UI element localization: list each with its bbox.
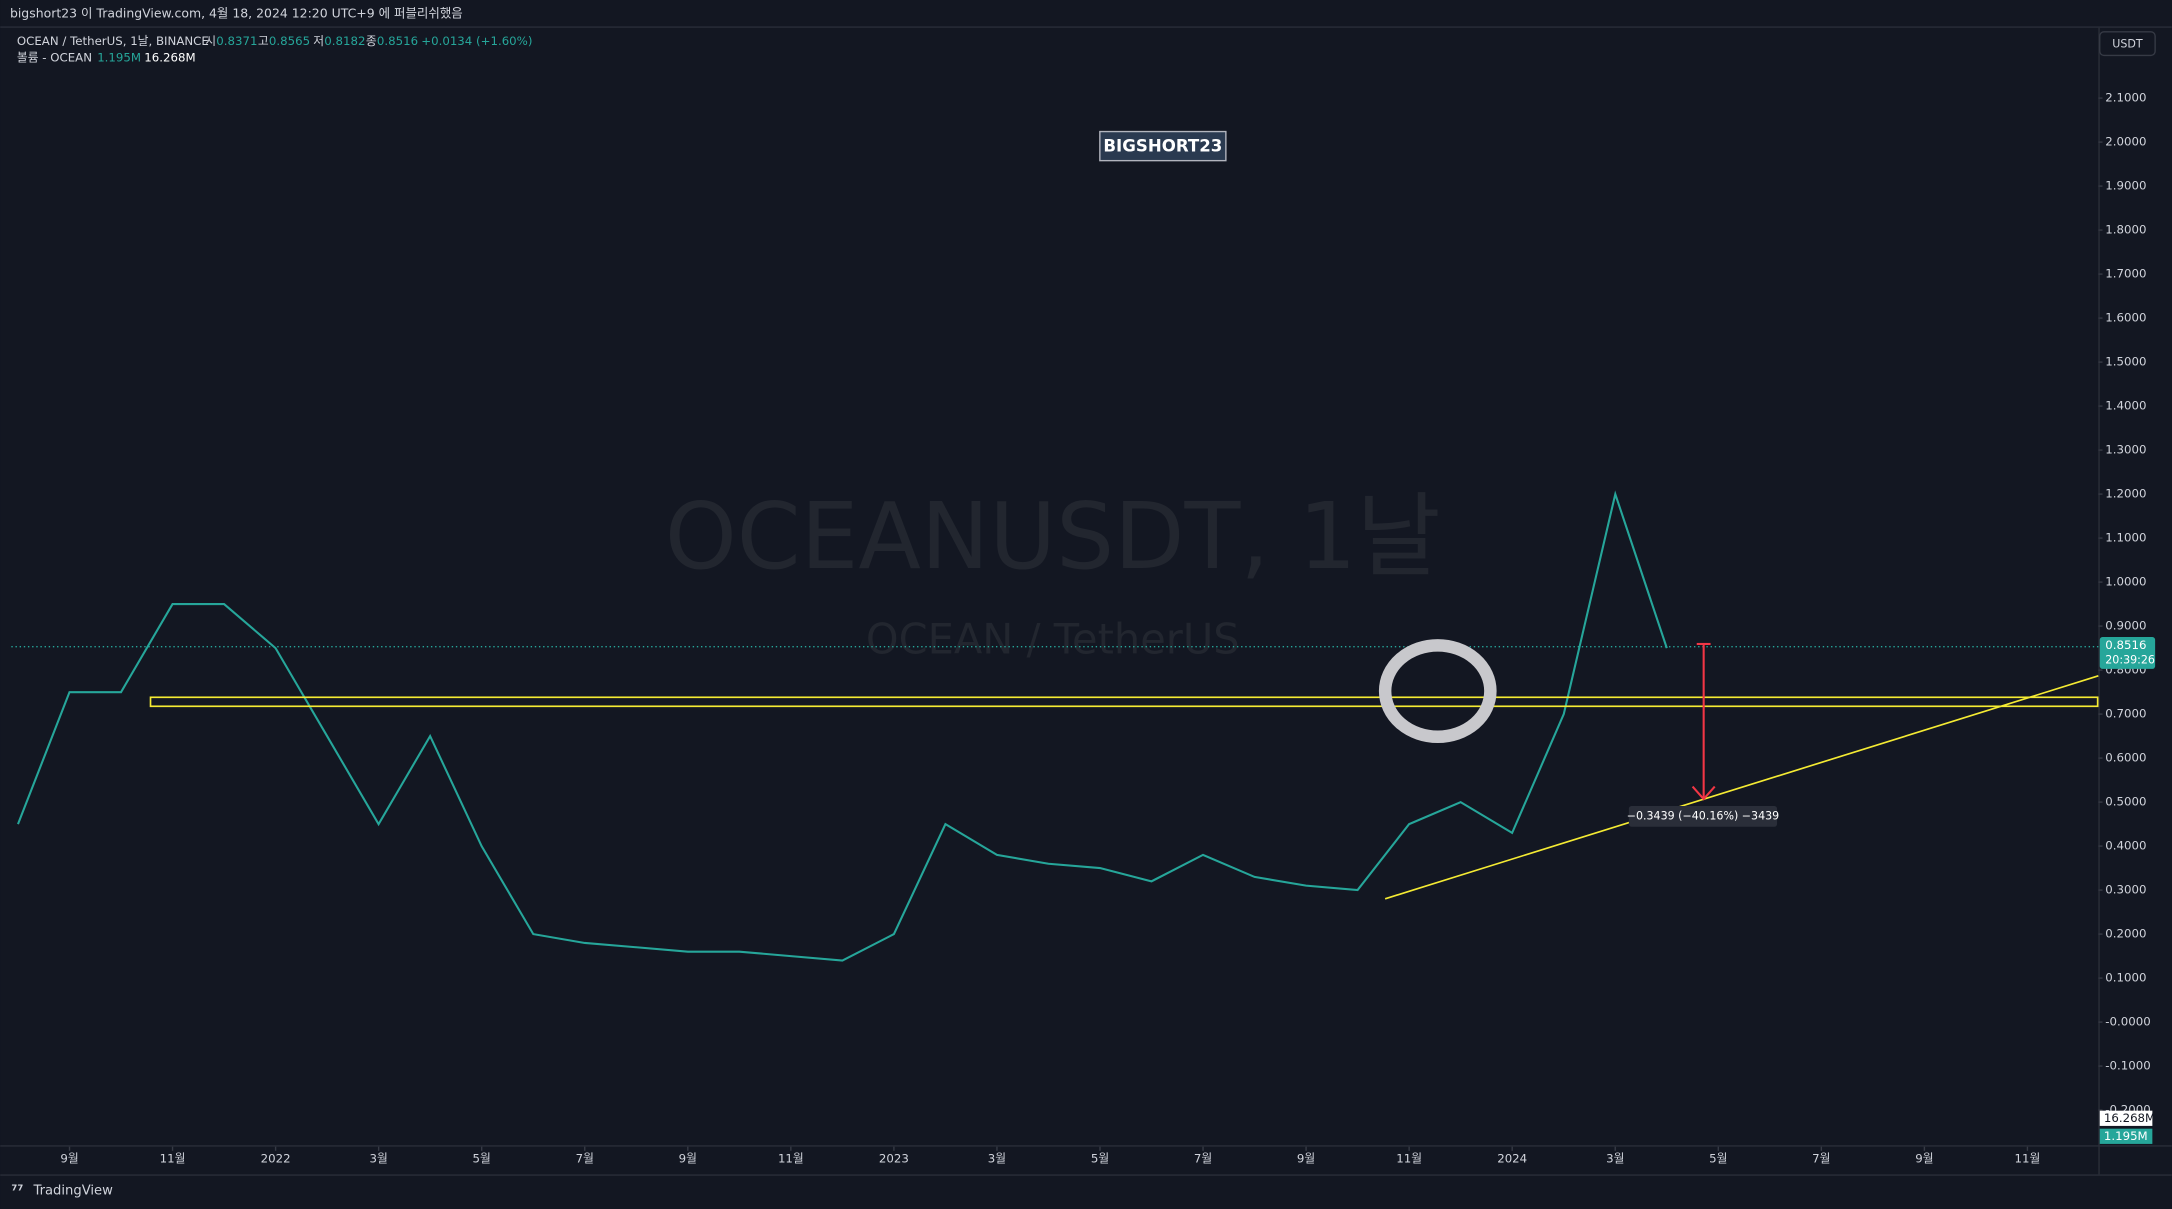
y-tick-label: -0.0000: [2105, 1015, 2150, 1029]
volume-label: 볼륨 - OCEAN: [17, 51, 92, 65]
y-tick-label: 2.0000: [2105, 135, 2146, 149]
x-tick-label: 3월: [1606, 1152, 1624, 1166]
close: 0.8516: [377, 34, 418, 48]
volume: 1.195M: [97, 51, 141, 65]
x-tick-label: 11월: [2015, 1152, 2041, 1166]
y-tick-label: 0.4000: [2105, 839, 2146, 853]
x-tick-label: 9월: [1915, 1152, 1933, 1166]
open-label: 시: [205, 34, 216, 48]
y-tick-label: 1.6000: [2105, 311, 2146, 325]
volume-tag-box: [2099, 1128, 2153, 1144]
support-zone: [149, 696, 2099, 708]
x-tick-label: 3월: [369, 1152, 387, 1166]
time-axis: 9월 11월 2022 3월 5월 7월 9월 11월 2023 3월 5월 7월 9월 11월 2024 3…: [60, 1146, 2041, 1166]
measure-arrow: [1691, 785, 1716, 801]
high: 0.8565: [269, 34, 310, 48]
y-tick-label: 0.6000: [2105, 751, 2146, 765]
countdown: 20:39:26: [2105, 654, 2155, 667]
x-tick-label: 11월: [160, 1152, 186, 1166]
volume-axis-last: 1.195M: [2104, 1129, 2148, 1143]
x-tick-label: 2022: [261, 1152, 291, 1166]
y-tick-label: 1.9000: [2105, 179, 2146, 193]
low-label: 저: [313, 34, 324, 48]
x-tick-label: 7월: [1194, 1152, 1212, 1166]
x-tick-label: 9월: [679, 1152, 697, 1166]
x-tick-label: 5월: [1091, 1152, 1109, 1166]
volume-ma: 16.268M: [144, 51, 195, 65]
high-label: 고: [258, 34, 269, 48]
x-tick-label: 7월: [576, 1152, 594, 1166]
y-tick-label: 0.9000: [2105, 619, 2146, 633]
watermark-sub: OCEAN / TetherUS: [866, 615, 1240, 664]
y-tick-label: 1.5000: [2105, 355, 2146, 369]
measure-box: [1628, 806, 1778, 827]
symbol: OCEAN / TetherUS, 1날, BINANCE: [17, 34, 209, 48]
low: 0.8182: [324, 34, 365, 48]
open: 0.8371: [216, 34, 257, 48]
volume-ma-tag-box: [2099, 1110, 2153, 1126]
y-tick-label: 1.1000: [2105, 531, 2146, 545]
measure: −0.3439 (−40.16%) −3439: [1627, 809, 1780, 822]
y-tick-label: 2.1000: [2105, 91, 2146, 105]
y-tick-label: -0.1000: [2105, 1059, 2150, 1073]
top-bar: [0, 0, 2172, 27]
x-tick-label: 9월: [60, 1152, 78, 1166]
currency[interactable]: USDT: [2112, 37, 2143, 50]
change: +0.0134 (+1.60%): [421, 34, 532, 48]
author-tag: BIGSHORT23: [1103, 136, 1222, 155]
x-tick-label: 2023: [879, 1152, 909, 1166]
legend: OCEAN / TetherUS, 1날, BINANCE 시 0.8371 고…: [17, 34, 533, 65]
close-label: 종: [366, 34, 377, 48]
x-tick-label: 5월: [473, 1152, 491, 1166]
x-tick-label: 7월: [1812, 1152, 1830, 1166]
price-tag: 0.8516: [2105, 638, 2146, 652]
y-tick-label: 0.2000: [2105, 927, 2146, 941]
price-line: [17, 490, 1668, 962]
y-tick-label: 1.7000: [2105, 267, 2146, 281]
watermark: OCEANUSDT, 1날: [665, 483, 1441, 590]
x-tick-label: 11월: [778, 1152, 804, 1166]
x-tick-label: 2024: [1497, 1152, 1527, 1166]
y-tick-label: 1.8000: [2105, 223, 2146, 237]
highlight-circle: [1378, 639, 1497, 743]
currency-button[interactable]: [2099, 31, 2156, 57]
y-tick-label: 1.0000: [2105, 575, 2146, 589]
x-tick-label: 9월: [1297, 1152, 1315, 1166]
plot: [17, 490, 1668, 962]
y-tick-label: 1.4000: [2105, 399, 2146, 413]
y-tick-label: 0.7000: [2105, 707, 2146, 721]
price-tag-box: [2099, 637, 2156, 669]
volume-axis-ma: 16.268M: [2104, 1111, 2155, 1125]
y-tick-label: 1.2000: [2105, 487, 2146, 501]
published-note: bigshort23 이 TradingView.com, 4월 18, 202…: [10, 5, 463, 20]
trend-line: [1384, 675, 2099, 900]
y-tick-label: 0.1000: [2105, 971, 2146, 985]
footer-logo: ⁷⁷: [11, 1183, 23, 1199]
price-axis: 2.1000 2.0000 1.9000 1.8000 1.7000 1.6000 1.50…: [2098, 91, 2151, 1117]
x-tick-label: 11월: [1396, 1152, 1422, 1166]
y-tick-label: 1.3000: [2105, 443, 2146, 457]
footer: TradingView: [32, 1183, 113, 1198]
author-tag-box: [1099, 130, 1227, 162]
y-tick-label: 0.3000: [2105, 883, 2146, 897]
x-tick-label: 5월: [1709, 1152, 1727, 1166]
y-tick-label: 0.5000: [2105, 795, 2146, 809]
x-tick-label: 3월: [988, 1152, 1006, 1166]
